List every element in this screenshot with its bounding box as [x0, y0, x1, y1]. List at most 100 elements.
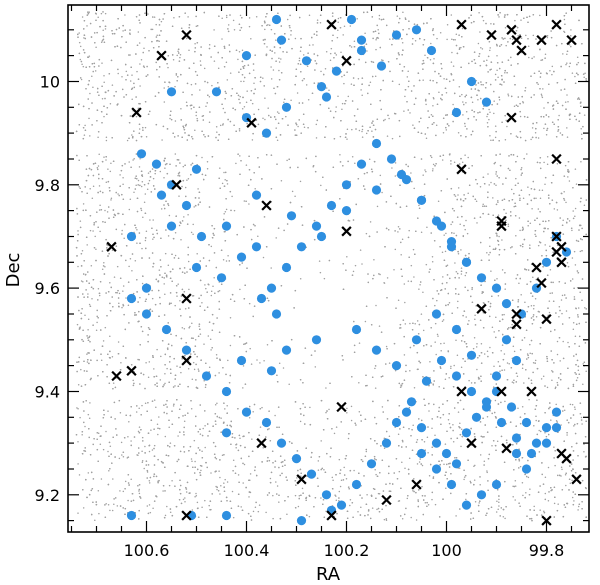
- field-star-point: [148, 450, 151, 453]
- field-star-point: [270, 267, 272, 269]
- field-star-point: [104, 209, 106, 212]
- field-star-point: [450, 163, 452, 165]
- field-star-point: [191, 378, 194, 380]
- field-star-point: [122, 176, 124, 179]
- field-star-point: [104, 28, 107, 30]
- field-star-point: [483, 353, 486, 355]
- field-star-point: [187, 16, 189, 18]
- field-star-point: [120, 441, 123, 444]
- field-star-point: [166, 367, 168, 370]
- field-star-point: [516, 375, 519, 378]
- field-star-point: [438, 91, 440, 94]
- field-star-point: [482, 203, 484, 205]
- field-star-point: [527, 225, 529, 227]
- field-star-point: [103, 81, 105, 83]
- field-star-point: [175, 73, 178, 75]
- field-star-point: [571, 257, 574, 259]
- field-star-point: [128, 161, 130, 163]
- field-star-point: [95, 248, 97, 251]
- field-star-point: [186, 179, 188, 181]
- field-star-point: [96, 321, 98, 324]
- field-star-point: [551, 65, 554, 68]
- field-star-point: [105, 430, 107, 433]
- field-star-point: [374, 387, 377, 389]
- field-star-point: [563, 190, 565, 193]
- field-star-point: [349, 499, 352, 501]
- field-star-point: [195, 114, 197, 117]
- field-star-point: [323, 469, 325, 471]
- field-star-point: [480, 342, 483, 345]
- field-star-point: [80, 368, 82, 371]
- field-star-point: [204, 425, 206, 427]
- field-star-point: [252, 411, 254, 413]
- field-star-point: [567, 341, 569, 344]
- field-star-point: [251, 139, 254, 141]
- field-star-point: [421, 485, 423, 488]
- field-star-point: [291, 190, 294, 193]
- field-star-point: [180, 371, 182, 374]
- field-star-point: [168, 426, 170, 428]
- field-star-point: [442, 319, 445, 321]
- field-star-point: [504, 138, 507, 141]
- field-star-point: [565, 310, 568, 312]
- field-star-point: [375, 39, 377, 41]
- field-star-point: [158, 416, 160, 418]
- field-star-point: [141, 282, 144, 285]
- field-star-point: [335, 499, 338, 501]
- field-star-point: [498, 16, 500, 18]
- field-star-point: [415, 519, 418, 521]
- field-star-point: [465, 111, 468, 113]
- field-star-point: [394, 369, 397, 372]
- field-star-point: [225, 61, 228, 63]
- field-star-point: [582, 383, 584, 385]
- field-star-point: [532, 13, 535, 16]
- field-star-point: [515, 135, 518, 137]
- field-star-point: [580, 128, 582, 130]
- field-star-point: [248, 17, 251, 19]
- field-star-point: [132, 379, 134, 382]
- field-star-point: [551, 73, 553, 76]
- field-star-point: [455, 339, 457, 341]
- field-star-point: [205, 287, 207, 290]
- field-star-point: [410, 264, 413, 267]
- field-star-point: [149, 511, 152, 514]
- field-star-point: [534, 132, 537, 134]
- field-star-point: [518, 282, 520, 284]
- field-star-point: [565, 201, 567, 204]
- field-star-point: [192, 361, 195, 364]
- field-star-point: [122, 455, 125, 458]
- field-star-point: [346, 255, 348, 258]
- field-star-point: [223, 171, 225, 174]
- field-star-point: [519, 465, 522, 468]
- field-star-point: [504, 26, 507, 29]
- field-star-point: [233, 209, 236, 212]
- field-star-point: [498, 67, 501, 70]
- field-star-point: [474, 464, 476, 467]
- field-star-point: [412, 424, 414, 427]
- field-star-point: [501, 369, 503, 372]
- field-star-point: [494, 125, 497, 127]
- field-star-point: [572, 328, 575, 331]
- field-star-point: [210, 472, 212, 474]
- field-star-point: [99, 443, 102, 445]
- field-star-point: [81, 16, 84, 18]
- field-star-point: [262, 256, 265, 259]
- field-star-point: [98, 153, 100, 156]
- field-star-point: [94, 235, 96, 238]
- field-star-point: [102, 29, 104, 32]
- field-star-point: [448, 422, 451, 425]
- field-star-point: [562, 53, 564, 55]
- field-star-point: [101, 62, 103, 64]
- field-star-point: [533, 505, 535, 508]
- field-star-point: [431, 255, 434, 258]
- field-star-point: [116, 505, 119, 507]
- field-star-point: [193, 368, 196, 371]
- field-star-point: [122, 285, 125, 287]
- field-star-point: [79, 220, 82, 222]
- field-star-point: [361, 136, 364, 138]
- field-star-point: [337, 95, 339, 97]
- field-star-point: [108, 469, 110, 472]
- field-star-point: [413, 478, 415, 480]
- field-star-point: [371, 130, 373, 132]
- field-star-point: [430, 42, 432, 45]
